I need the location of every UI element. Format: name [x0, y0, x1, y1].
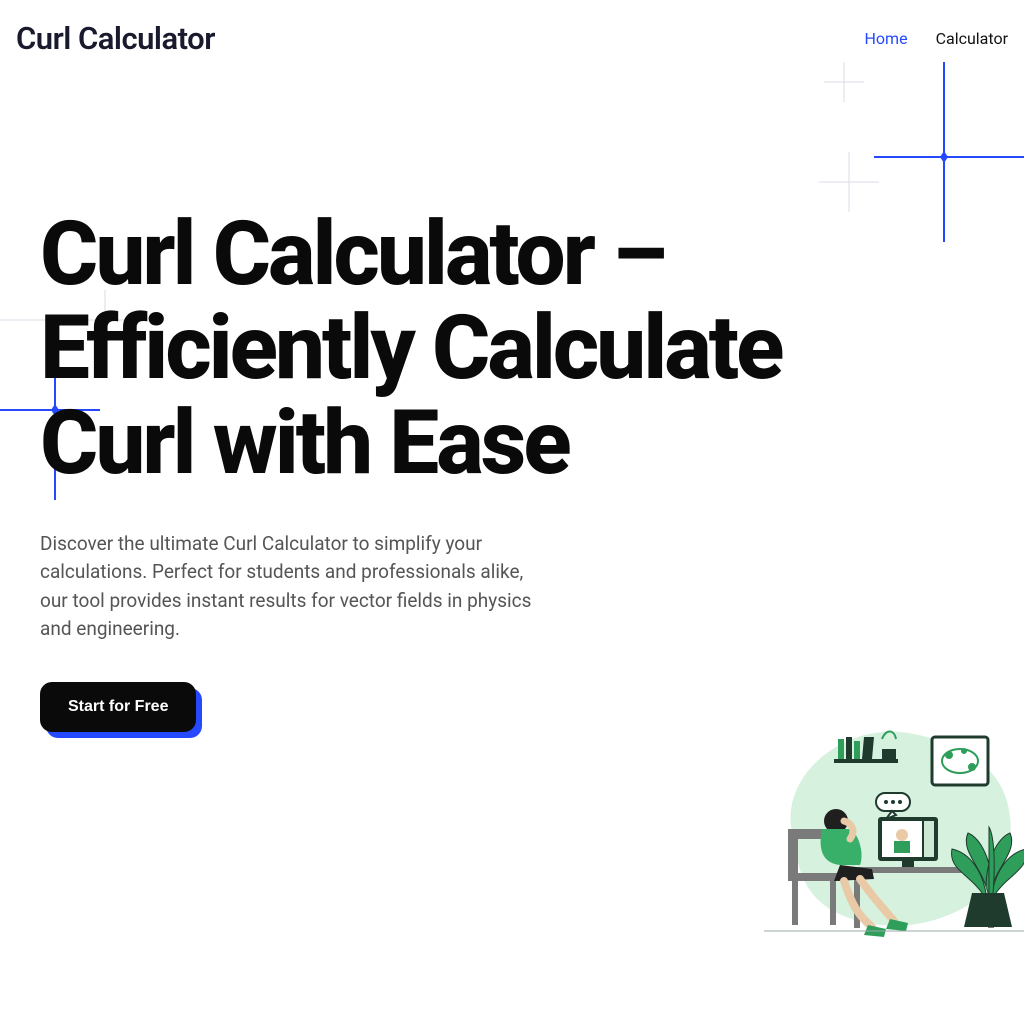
top-nav: Curl Calculator Home Calculator — [0, 0, 1024, 77]
hero-subtitle: Discover the ultimate Curl Calculator to… — [40, 530, 550, 644]
main-nav: Home Calculator — [865, 29, 1008, 48]
site-logo[interactable]: Curl Calculator — [16, 20, 215, 57]
hero-illustration — [764, 709, 1024, 949]
cta-wrap: Start for Free — [40, 682, 196, 732]
nav-calculator[interactable]: Calculator — [936, 29, 1008, 48]
start-free-button[interactable]: Start for Free — [40, 682, 196, 732]
hero-section: Curl Calculator – Efficiently Calculate … — [0, 77, 1024, 732]
nav-home[interactable]: Home — [865, 29, 908, 48]
hero-title: Curl Calculator – Efficiently Calculate … — [40, 207, 810, 490]
